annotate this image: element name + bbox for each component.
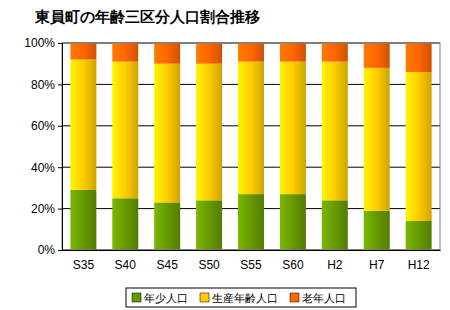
- tick: 0%: [38, 243, 62, 257]
- legend-item: 年少人口: [132, 292, 188, 305]
- series: [70, 60, 431, 221]
- x-axis: S35 S40 S45 S50 S55 S60 H2 H7 H12: [63, 250, 441, 272]
- legend-label: 生産年齢人口: [212, 292, 278, 305]
- tick-label: S50: [198, 258, 220, 272]
- tick-label: S55: [240, 258, 262, 272]
- legend-swatch: [290, 293, 299, 302]
- bar: [154, 202, 180, 250]
- bar: [322, 62, 348, 201]
- bar: [238, 62, 264, 194]
- tick-label: H12: [408, 258, 430, 272]
- tick-label: 40%: [31, 161, 55, 175]
- bar: [154, 64, 180, 203]
- series: [70, 43, 431, 72]
- bar: [322, 43, 348, 62]
- tick: 80%: [31, 78, 62, 92]
- tick-label: H7: [369, 258, 385, 272]
- axis-line: [63, 250, 441, 251]
- tick-label: 100%: [24, 36, 55, 50]
- legend: 年少人口 生産年齢人口 老年人口: [126, 288, 356, 307]
- bar: [154, 43, 180, 64]
- tick: S45: [157, 250, 179, 272]
- tick-mark: [58, 43, 62, 44]
- bar: [112, 43, 138, 62]
- tick: S55: [240, 250, 262, 272]
- tick: S35: [73, 250, 95, 272]
- tick: 20%: [31, 202, 62, 216]
- tick: S50: [198, 250, 220, 272]
- tick-mark: [58, 209, 62, 210]
- tick-label: 0%: [38, 243, 56, 257]
- tick-label: H2: [327, 258, 343, 272]
- bar: [112, 62, 138, 199]
- tick: 60%: [31, 119, 62, 133]
- chart: 0% 20% 40% 60% 80% 100% S35 S40 S45 S50 S55 S60 H2 H7…: [0, 0, 450, 310]
- tick: 100%: [24, 36, 62, 50]
- tick-label: 80%: [31, 78, 55, 92]
- legend-label: 年少人口: [144, 292, 188, 305]
- tick-label: S45: [157, 258, 179, 272]
- legend-label: 老年人口: [302, 292, 346, 305]
- bar: [280, 194, 306, 250]
- tick: H2: [327, 250, 343, 272]
- tick-label: S40: [115, 258, 137, 272]
- bar: [70, 60, 96, 190]
- bar: [364, 68, 390, 211]
- tick-label: 20%: [31, 202, 55, 216]
- tick: 40%: [31, 161, 62, 175]
- legend-swatch: [200, 293, 209, 302]
- y-axis: 0% 20% 40% 60% 80% 100%: [24, 36, 62, 257]
- legend-swatch: [132, 293, 141, 302]
- bar: [280, 43, 306, 62]
- bar: [322, 200, 348, 250]
- bar: [70, 190, 96, 250]
- legend-box: [126, 288, 356, 307]
- tick: S40: [115, 250, 137, 272]
- tick-label: S35: [73, 258, 95, 272]
- tick-label: S60: [282, 258, 304, 272]
- tick: H12: [408, 250, 430, 272]
- tick-mark: [58, 250, 62, 251]
- tick: H7: [369, 250, 385, 272]
- bar: [364, 211, 390, 250]
- bars: [70, 43, 431, 250]
- bar: [196, 43, 222, 64]
- grid: [62, 43, 440, 250]
- plot-frame: [62, 43, 440, 250]
- bar: [280, 62, 306, 194]
- axis-line: [58, 44, 63, 251]
- tick-label: 60%: [31, 119, 55, 133]
- bar: [406, 221, 432, 250]
- tick: S60: [282, 250, 304, 272]
- bar: [364, 43, 390, 68]
- bar: [70, 43, 96, 60]
- tick-mark: [58, 84, 62, 85]
- bar: [238, 43, 264, 62]
- legend-item: 生産年齢人口: [200, 292, 278, 305]
- tick-mark: [58, 167, 62, 168]
- legend-item: 老年人口: [290, 292, 346, 305]
- bar: [406, 72, 432, 221]
- tick-mark: [58, 126, 62, 127]
- bar: [112, 198, 138, 250]
- bar: [406, 43, 432, 72]
- bar: [196, 64, 222, 201]
- bar: [196, 200, 222, 250]
- title: 東員町の年齢三区分人口割合推移: [34, 8, 260, 26]
- plot-area: [62, 43, 440, 250]
- bar: [238, 194, 264, 250]
